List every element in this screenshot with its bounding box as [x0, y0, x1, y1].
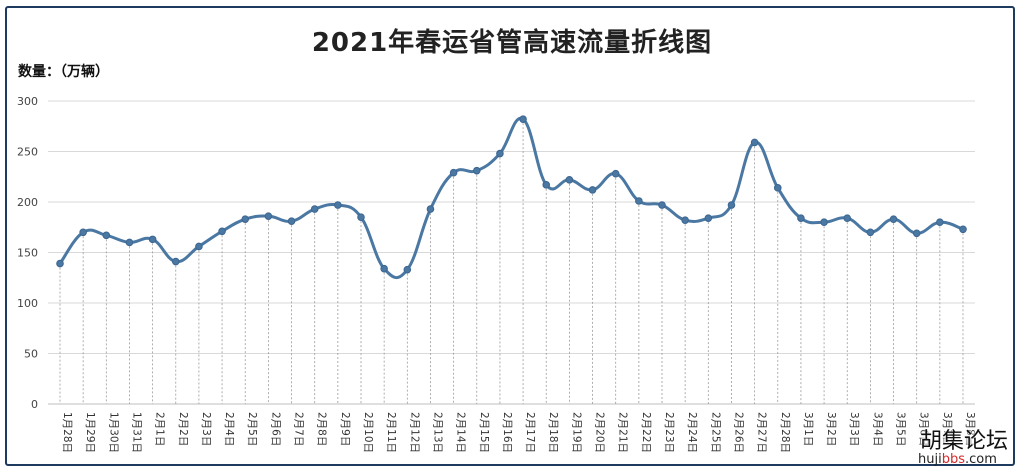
x-tick-label: 2月26日 — [732, 412, 744, 453]
data-point — [264, 212, 273, 220]
x-tick-label: 2月27日 — [756, 412, 768, 453]
data-point — [773, 184, 782, 192]
x-tick-label: 2月17日 — [524, 412, 536, 453]
x-tick-label: 2月22日 — [640, 412, 652, 453]
data-point — [357, 213, 365, 221]
x-tick-label: 1月28日 — [61, 412, 73, 453]
data-point — [426, 205, 435, 213]
data-point — [658, 201, 666, 209]
x-tick-label: 2月25日 — [709, 412, 721, 453]
data-point — [959, 225, 967, 234]
data-point — [750, 138, 759, 147]
data-point — [727, 201, 736, 209]
data-point — [704, 214, 713, 222]
data-point — [449, 168, 458, 177]
data-point — [287, 217, 296, 225]
data-point — [588, 186, 597, 194]
data-point — [171, 257, 180, 266]
data-point — [565, 175, 574, 184]
x-tick-label: 2月3日 — [200, 412, 212, 446]
data-point — [380, 264, 388, 273]
x-tick-label: 3月4日 — [871, 412, 883, 446]
x-tick-label: 2月11日 — [385, 412, 397, 453]
data-point — [681, 216, 689, 224]
x-tick-label: 3月6日 — [918, 412, 930, 446]
x-tick-label: 2月21日 — [617, 412, 629, 453]
data-point — [820, 218, 828, 226]
x-tick-label: 2月19日 — [570, 412, 582, 453]
x-tick-label: 3月7日 — [941, 412, 953, 446]
x-tick-label: 2月24日 — [686, 412, 698, 453]
x-tick-label: 2月10日 — [362, 412, 374, 453]
x-tick-label: 2月4日 — [223, 412, 235, 446]
x-tick-label: 2月5日 — [246, 412, 258, 446]
x-tick-label: 2月18日 — [547, 412, 559, 453]
data-point — [611, 169, 620, 178]
x-tick-label: 2月16日 — [501, 412, 513, 453]
data-point — [148, 235, 157, 244]
data-point — [310, 205, 319, 213]
watermark-url: hujibbs.com — [918, 452, 997, 467]
x-tick-label: 2月8日 — [316, 412, 328, 446]
watermark-url-highlight: bbs — [941, 452, 965, 467]
data-point — [496, 149, 504, 158]
x-tick-label: 2月14日 — [455, 412, 467, 453]
x-tick-label: 2月12日 — [408, 412, 420, 453]
x-tick-label: 2月13日 — [431, 412, 443, 453]
x-tick-label: 2月1日 — [154, 412, 166, 446]
x-tick-label: 3月8日 — [964, 412, 976, 446]
data-point — [889, 215, 898, 223]
data-point — [519, 115, 527, 123]
data-point — [542, 181, 551, 189]
data-point — [79, 228, 87, 237]
data-point — [472, 166, 481, 175]
data-point — [635, 197, 643, 205]
data-point — [195, 242, 203, 251]
data-point — [334, 201, 342, 209]
data-point — [912, 229, 921, 238]
data-point — [403, 265, 412, 274]
data-point — [866, 228, 875, 237]
data-point — [797, 214, 805, 222]
x-tick-label: 2月7日 — [293, 412, 305, 446]
y-tick-label: 300 — [17, 95, 38, 108]
x-tick-label: 1月29日 — [84, 412, 96, 453]
data-point — [218, 227, 226, 236]
x-tick-label: 1月31日 — [130, 412, 142, 453]
x-tick-label: 3月3日 — [848, 412, 860, 446]
watermark-url-suffix: .com — [964, 452, 997, 467]
x-tick-label: 2月23日 — [663, 412, 675, 453]
x-tick-label: 3月5日 — [895, 412, 907, 446]
x-tick-label: 2月20日 — [594, 412, 606, 453]
data-point — [843, 214, 852, 222]
x-tick-label: 2月6日 — [269, 412, 281, 446]
data-point — [56, 259, 64, 268]
data-point — [241, 215, 250, 223]
y-tick-label: 150 — [17, 247, 38, 260]
y-tick-label: 200 — [17, 196, 38, 209]
x-tick-label: 2月2日 — [177, 412, 189, 446]
x-tick-label: 2月15日 — [478, 412, 490, 453]
chart-frame — [5, 6, 1015, 466]
x-tick-label: 1月30日 — [107, 412, 119, 453]
data-point — [102, 231, 111, 240]
data-point — [125, 238, 134, 247]
y-tick-label: 50 — [24, 348, 38, 361]
y-tick-label: 0 — [31, 398, 38, 411]
y-tick-label: 100 — [17, 297, 38, 310]
series-line — [58, 116, 965, 280]
x-tick-label: 2月9日 — [339, 412, 351, 446]
x-tick-label: 2月28日 — [779, 412, 791, 453]
y-axis-label: 数量：（万辆） — [18, 64, 109, 80]
x-tick-label: 3月1日 — [802, 412, 814, 446]
watermark-text: 胡集论坛 — [920, 429, 1009, 454]
chart-title: 2021年春运省管高速流量折线图 — [311, 28, 713, 58]
y-tick-label: 250 — [17, 146, 38, 159]
x-tick-label: 3月2日 — [825, 412, 837, 446]
watermark-url-prefix: huji — [918, 452, 942, 467]
data-point — [936, 218, 944, 226]
